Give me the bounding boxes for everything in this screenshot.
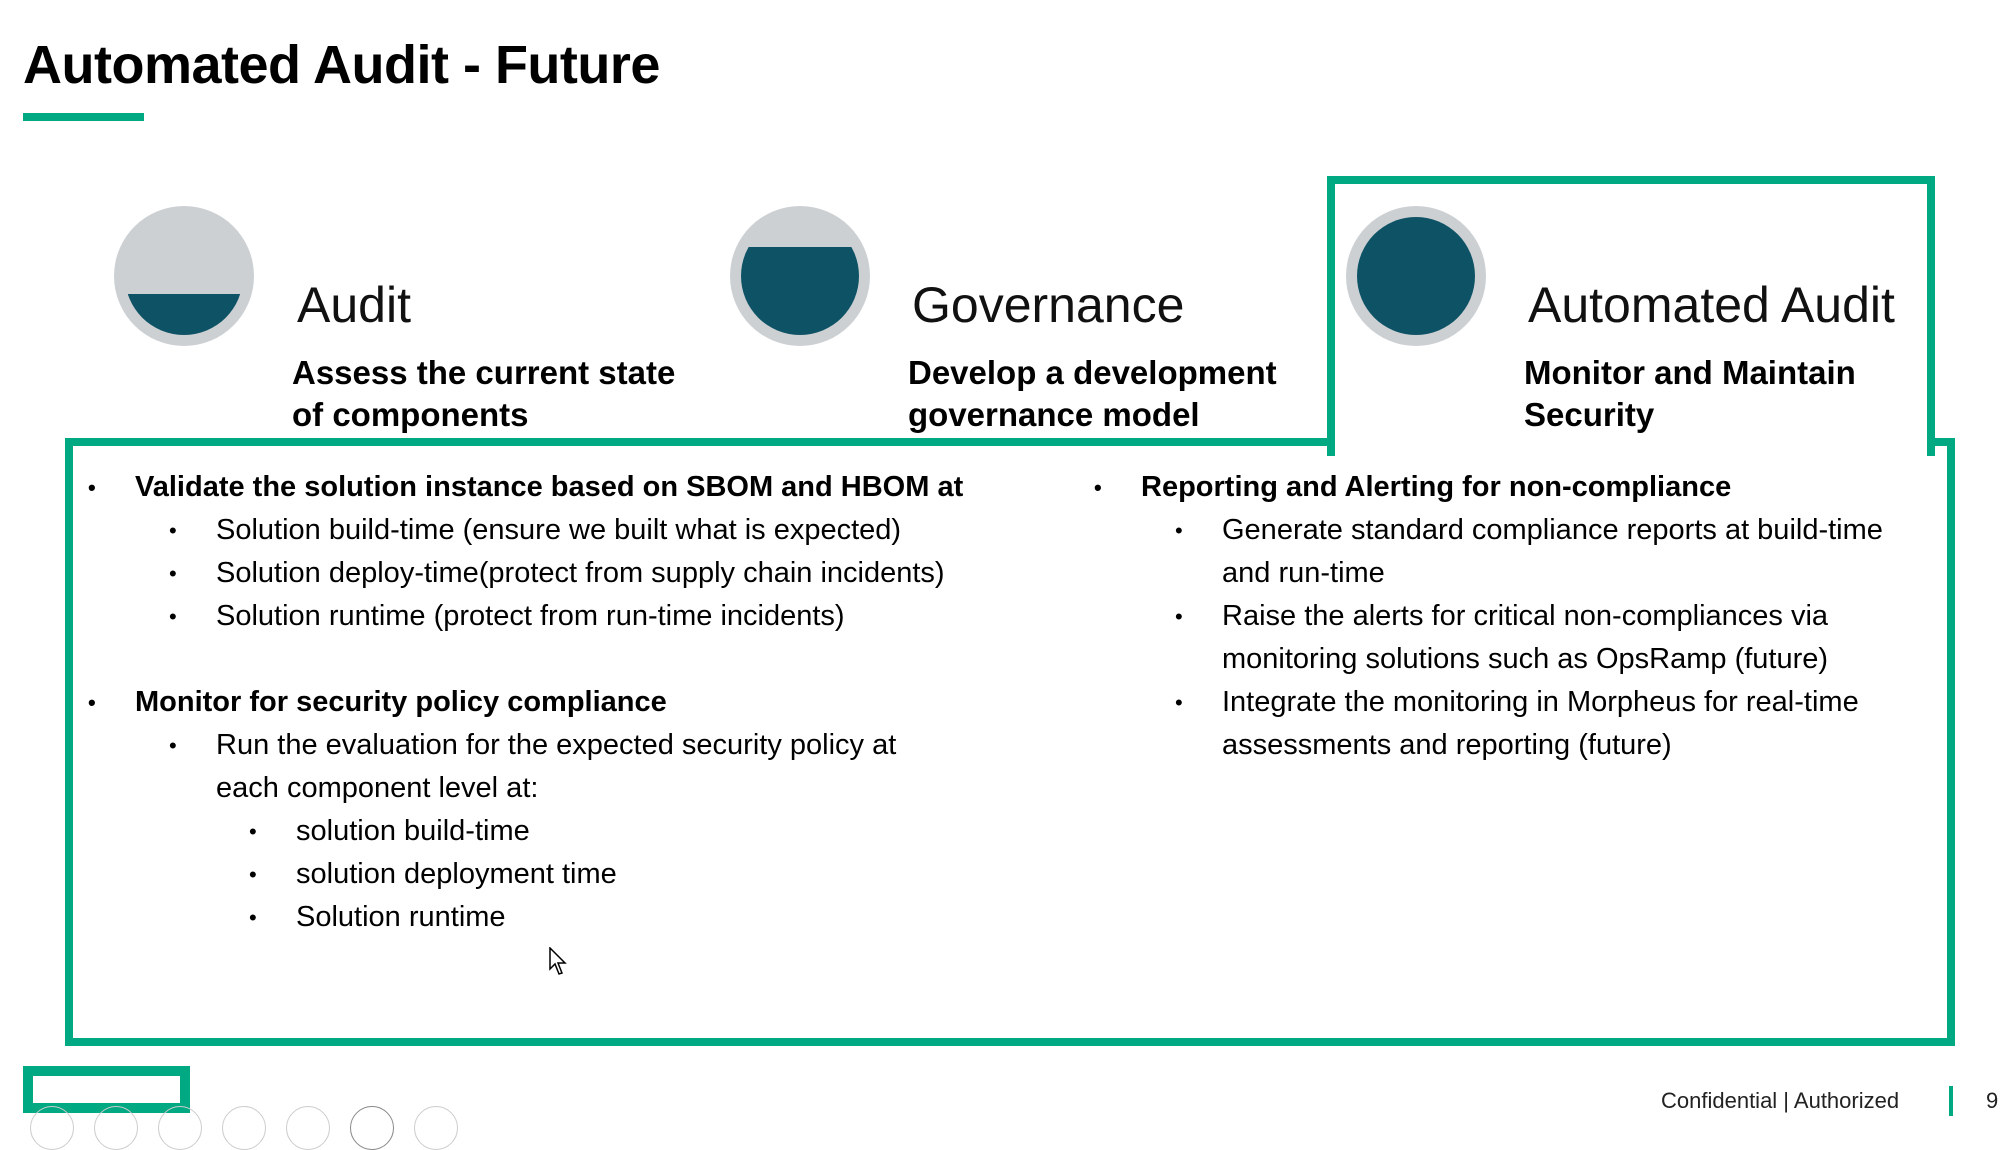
progress-circle-automated-audit-icon (1346, 206, 1486, 346)
title-underline (23, 113, 144, 121)
right-column: • Reporting and Alerting for non-complian… (1094, 466, 1941, 767)
phase-title-audit: Audit (297, 277, 411, 333)
classification-label: Confidential | Authorized (1661, 1088, 1900, 1113)
list-item: • Solution build-time (ensure we built wh… (169, 514, 902, 546)
list-item: • Integrate the monitoring in Morpheus fo… (1175, 686, 1859, 761)
toolbar-button[interactable] (286, 1106, 330, 1150)
phase-subtitle-automated-audit: Monitor and Maintain Security (1524, 354, 1856, 433)
list-item: • Solution deploy-time(protect from suppl… (169, 557, 945, 589)
list-item: • solution deployment time (249, 858, 617, 890)
toolbar-button[interactable] (30, 1106, 74, 1150)
list-item: • solution build-time (249, 815, 530, 847)
phase-subtitle-audit: Assess the current state of components (292, 354, 676, 433)
box-join (1335, 430, 1927, 446)
phase-title-governance: Governance (912, 277, 1185, 333)
toolbar-button[interactable] (222, 1106, 266, 1150)
progress-circle-audit-icon (114, 206, 254, 346)
toolbar-button[interactable] (414, 1106, 458, 1150)
list-item: • Solution runtime (249, 901, 506, 933)
footer-divider (1949, 1086, 1953, 1116)
list-item: • Run the evaluation for the expected sec… (169, 729, 897, 804)
mouse-cursor-icon (549, 947, 567, 975)
left-column: • Validate the solution instance based on… (88, 466, 1035, 939)
phase-subtitle-governance: Develop a development governance model (908, 354, 1277, 433)
toolbar-button[interactable] (94, 1106, 138, 1150)
bullet-validate: • Validate the solution instance based on… (88, 471, 964, 503)
list-item: • Solution runtime (protect from run-time… (169, 600, 845, 632)
bullet-reporting: • Reporting and Alerting for non-complian… (1094, 471, 1732, 503)
toolbar-button[interactable] (158, 1106, 202, 1150)
list-item: • Generate standard compliance reports at… (1175, 514, 1883, 589)
progress-circle-governance-icon (730, 206, 870, 346)
phase-title-automated-audit: Automated Audit (1528, 277, 1895, 333)
toolbar-button[interactable] (350, 1106, 394, 1150)
slide-title: Automated Audit - Future (23, 35, 660, 95)
bullet-monitor: • Monitor for security policy compliance (88, 686, 667, 718)
automated-audit-highlight (1327, 176, 1935, 456)
page-number: 9 (1986, 1088, 1999, 1113)
list-item: • Raise the alerts for critical non-compl… (1175, 600, 1829, 675)
content-box (65, 438, 1955, 1046)
